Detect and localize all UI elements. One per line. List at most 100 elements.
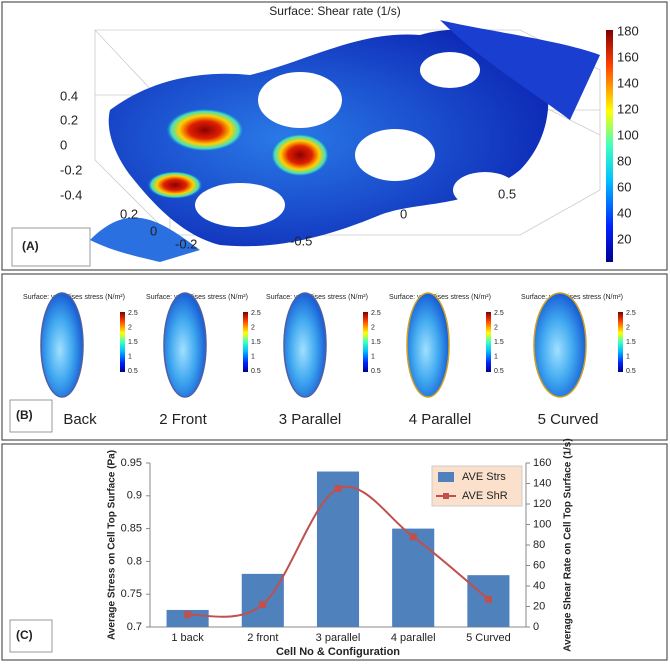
y2-tick-label: 40 — [533, 580, 545, 592]
surface-wing — [440, 20, 600, 120]
z-tick-label: -0.2 — [60, 162, 82, 177]
hole — [355, 129, 435, 181]
y2-tick-label: 120 — [533, 498, 551, 510]
legend-swatch — [443, 493, 449, 499]
colorbar-tick-label: 1.5 — [626, 339, 636, 346]
item-caption: 5 Curved — [538, 411, 599, 428]
panel-c: (C) — [1, 443, 668, 661]
legend-label: AVE ShR — [462, 490, 508, 502]
colorbar — [243, 312, 248, 372]
hole — [195, 183, 285, 227]
z-tick-label: 0 — [60, 137, 67, 152]
item-title: Surface: von Mises stress (N/m²) — [521, 294, 623, 301]
item-caption: 3 Parallel — [279, 411, 342, 428]
bar — [241, 573, 284, 627]
y-tick-label: 0.7 — [127, 621, 142, 633]
hot-spot — [165, 108, 245, 152]
y-tick-label: 0.9 — [127, 490, 142, 502]
y2-tick-label: 20 — [533, 600, 545, 612]
colorbar-tick-label: 2.5 — [494, 310, 504, 317]
y2-tick-label: 140 — [533, 477, 551, 489]
colorbar-tick-label: 1.5 — [251, 339, 261, 346]
colorbar-tick-label: 1 — [494, 353, 498, 360]
item-caption: Back — [63, 411, 97, 428]
marker — [259, 600, 267, 608]
item-title: Surface: von Mises stress (N/m²) — [146, 294, 248, 301]
colorbar-tick-label: 2.5 — [371, 310, 381, 317]
z-tick-label: -0.4 — [60, 187, 82, 202]
item-title: Surface: von Mises stress (N/m²) — [23, 294, 125, 301]
cell — [406, 292, 450, 398]
x-axis-label: Cell No & Configuration — [276, 646, 400, 658]
y2-tick-label: 100 — [533, 518, 551, 530]
colorbar — [363, 312, 368, 372]
hole — [258, 72, 342, 128]
label-box — [9, 399, 53, 433]
cell — [283, 292, 327, 398]
y2-tick-label: 0 — [533, 621, 539, 633]
colorbar — [606, 30, 613, 262]
colorbar-tick-label: 2 — [371, 324, 375, 331]
item-caption: 2 Front — [159, 411, 207, 428]
colorbar-tick-label: 1.5 — [128, 339, 138, 346]
colorbar-tick-label: 80 — [617, 153, 631, 168]
marker — [409, 533, 417, 541]
cell — [40, 292, 84, 398]
colorbar-tick-label: 1.5 — [494, 339, 504, 346]
colorbar-tick-label: 180 — [617, 23, 639, 38]
y-tick-label: 0.75 — [121, 588, 142, 600]
colorbar-tick-label: 1 — [626, 353, 630, 360]
colorbar-tick-label: 0.5 — [128, 368, 138, 375]
marker — [334, 485, 342, 493]
marker — [184, 611, 192, 619]
colorbar-tick-label: 0.5 — [626, 368, 636, 375]
panel-label: (A) — [22, 239, 39, 253]
z-tick-label: 0.4 — [60, 88, 78, 103]
colorbar-tick-label: 2 — [128, 324, 132, 331]
colorbar-tick-label: 140 — [617, 75, 639, 90]
surface-fold — [90, 217, 200, 262]
y-axis-label: Average Stress on Cell Top Surface (Pa) — [107, 450, 118, 640]
y2-tick-label: 160 — [533, 457, 551, 469]
x-tick-label: 4 parallel — [391, 632, 436, 644]
colorbar-tick-label: 2 — [251, 324, 255, 331]
colorbar-tick-label: 0.5 — [371, 368, 381, 375]
colorbar-tick-label: 0.5 — [494, 368, 504, 375]
y2-axis-label: Average Shear Rate on Cell Top Surface (… — [563, 438, 574, 651]
x-tick-label: 5 Curved — [466, 632, 511, 644]
panel-a: Surface: Shear rate (1/s) (A) — [1, 1, 668, 271]
colorbar-tick-label: 2 — [626, 324, 630, 331]
bar — [316, 471, 360, 627]
label-box — [9, 619, 53, 653]
legend-swatch — [438, 472, 454, 482]
z-tick-label: 0.2 — [60, 112, 78, 127]
x-tick-label: 3 parallel — [316, 632, 361, 644]
bar — [392, 528, 435, 627]
colorbar-tick-label: 1 — [371, 353, 375, 360]
x-tick-label: -0.2 — [175, 236, 197, 251]
colorbar-tick-label: 1 — [128, 353, 132, 360]
y-tick-label: 0.8 — [127, 555, 142, 567]
label-box — [11, 227, 91, 267]
cell — [163, 292, 207, 398]
colorbar-tick-label: 1 — [251, 353, 255, 360]
colorbar-tick-label: 2.5 — [626, 310, 636, 317]
colorbar-tick-label: 160 — [617, 49, 639, 64]
cell — [533, 292, 587, 398]
x-tick-label: 2 front — [247, 632, 278, 644]
colorbar-tick-label: 0.5 — [251, 368, 261, 375]
x-tick-label: 0 — [150, 223, 157, 238]
colorbar — [486, 312, 491, 372]
panel-title: Surface: Shear rate (1/s) — [269, 4, 400, 18]
item-caption: 4 Parallel — [409, 411, 472, 428]
marker — [484, 595, 492, 603]
colorbar-tick-label: 60 — [617, 179, 631, 194]
y-tick-label: 0 — [400, 206, 407, 221]
hot-spot — [147, 171, 203, 199]
hole — [420, 52, 480, 88]
y-tick-label: 0.85 — [121, 523, 142, 535]
panel-b: (B) Surface: von Mises stress (N/m²) 2.5 2… — [1, 273, 668, 441]
x-tick-label: -0.5 — [290, 233, 312, 248]
panel-label: (B) — [16, 408, 33, 422]
